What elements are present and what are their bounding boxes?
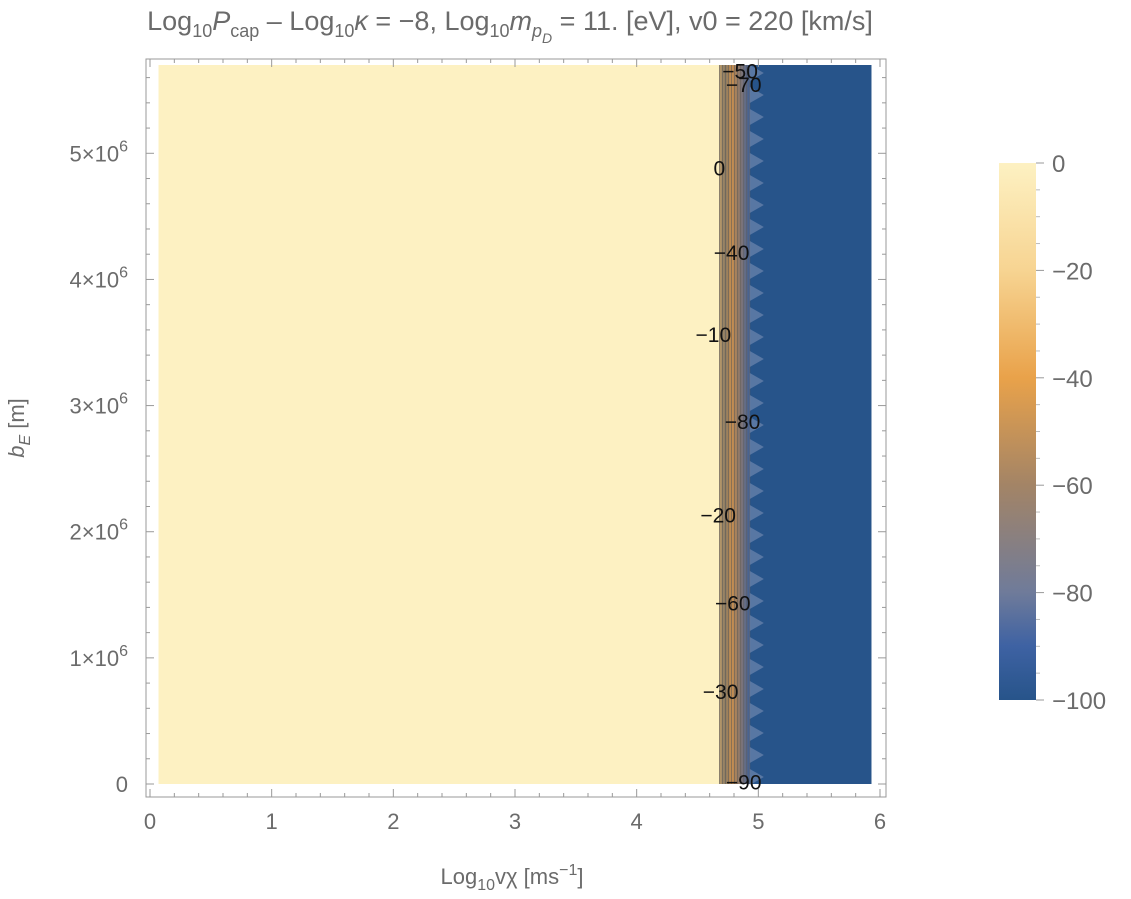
colorbar-tick-label: −20 xyxy=(1052,258,1093,285)
x-axis-ticks: 0 1 2 3 4 5 6 xyxy=(144,59,886,834)
contour-edge-mark xyxy=(749,351,764,367)
contour-label: 0 xyxy=(714,157,726,180)
contour-label: −50 xyxy=(722,60,758,83)
contour-edge-mark xyxy=(749,373,764,389)
colorbar-gradient xyxy=(999,163,1036,700)
colorbar-tick-label: 0 xyxy=(1052,151,1065,178)
contour-edge-mark xyxy=(749,87,764,103)
colorbar-ticks: 0 −20 −40 −60 −80 −100 xyxy=(1036,151,1106,715)
contour-edge-mark xyxy=(749,329,764,345)
chart-title: Log10Pcap – Log10κ = −8, Log10mpD = 11. … xyxy=(147,6,873,46)
contour-edge-mark xyxy=(749,483,764,499)
contour-edge-mark xyxy=(749,241,764,257)
y-axis-label: bE [m] xyxy=(4,398,34,458)
contour-edge-mark xyxy=(749,769,764,785)
contour-edge-mark xyxy=(749,593,764,609)
y-axis-ticks: 0 1×106 2×106 3×106 4×106 5×106 xyxy=(70,77,886,797)
contour-edge-mark xyxy=(749,197,764,213)
contour-edge-mark xyxy=(749,637,764,653)
contour-label: −20 xyxy=(700,504,736,527)
colorbar-tick-label: −80 xyxy=(1052,581,1093,608)
contour-edge-mark xyxy=(749,681,764,697)
heatmap-region-0 xyxy=(158,65,720,784)
contour-labels: −50−70 0 −40 −10 −80 −20 −60 −30 −90 xyxy=(696,60,762,794)
x-tick-label: 3 xyxy=(509,809,521,834)
x-tick-label: 2 xyxy=(387,809,399,834)
x-tick-label: 0 xyxy=(144,809,156,834)
colorbar-tick-label: −60 xyxy=(1052,473,1093,500)
contour-edge-mark xyxy=(749,747,764,763)
x-axis-label: Log10vχ [ms−1] xyxy=(441,862,584,894)
x-tick-label: 1 xyxy=(266,809,278,834)
contour-edge-mark xyxy=(749,549,764,565)
y-tick-label: 2×106 xyxy=(70,517,129,545)
contour-label: −80 xyxy=(725,411,761,434)
contour-edge-mark xyxy=(749,131,764,147)
contour-edge-mark xyxy=(749,307,764,323)
contour-edge-mark xyxy=(749,175,764,191)
y-tick-label: 0 xyxy=(116,772,128,797)
contour-edge-mark xyxy=(749,65,764,81)
contour-edge-mark xyxy=(749,417,764,433)
plot-area: −50−70 0 −40 −10 −80 −20 −60 −30 −90 xyxy=(158,60,872,795)
contour-edge-mark xyxy=(749,725,764,741)
x-tick-label: 5 xyxy=(752,809,764,834)
contour-edge-mark xyxy=(749,109,764,125)
contour-edge-mark xyxy=(749,285,764,301)
y-tick-label: 1×106 xyxy=(70,643,129,671)
y-tick-label: 3×106 xyxy=(70,391,129,419)
y-tick-label: 5×106 xyxy=(70,138,129,166)
x-tick-label: 4 xyxy=(631,809,643,834)
contour-edge-mark xyxy=(749,263,764,279)
plot-frame xyxy=(145,58,887,798)
colorbar-tick-label: −100 xyxy=(1052,688,1106,715)
y-tick-label: 4×106 xyxy=(70,264,129,292)
contour-label: −70 xyxy=(726,74,762,97)
contour-edge-mark xyxy=(749,439,764,455)
contour-edge-mark xyxy=(749,395,764,411)
colorbar: 0 −20 −40 −60 −80 −100 xyxy=(999,151,1106,715)
contour-label: −90 xyxy=(726,772,762,795)
contour-edge-mark xyxy=(749,505,764,521)
contour-edge-mark xyxy=(749,571,764,587)
x-tick-label: 6 xyxy=(874,809,886,834)
contour-edge-mark xyxy=(749,461,764,477)
contour-label: −30 xyxy=(703,681,739,704)
contour-label: −40 xyxy=(714,242,750,265)
heatmap-region-2 xyxy=(749,65,872,784)
contour-edge-mark xyxy=(749,153,764,169)
contour-edge-mark xyxy=(749,219,764,235)
colorbar-tick-label: −40 xyxy=(1052,366,1093,393)
contour-edge-mark xyxy=(749,615,764,631)
heatmap-regions xyxy=(158,65,872,784)
contour-edge-mark xyxy=(749,659,764,675)
contour-edge-mark xyxy=(749,703,764,719)
contour-label: −60 xyxy=(715,593,751,616)
contour-band xyxy=(719,65,764,785)
contour-label: −10 xyxy=(696,324,732,347)
contour-edge-mark xyxy=(749,527,764,543)
